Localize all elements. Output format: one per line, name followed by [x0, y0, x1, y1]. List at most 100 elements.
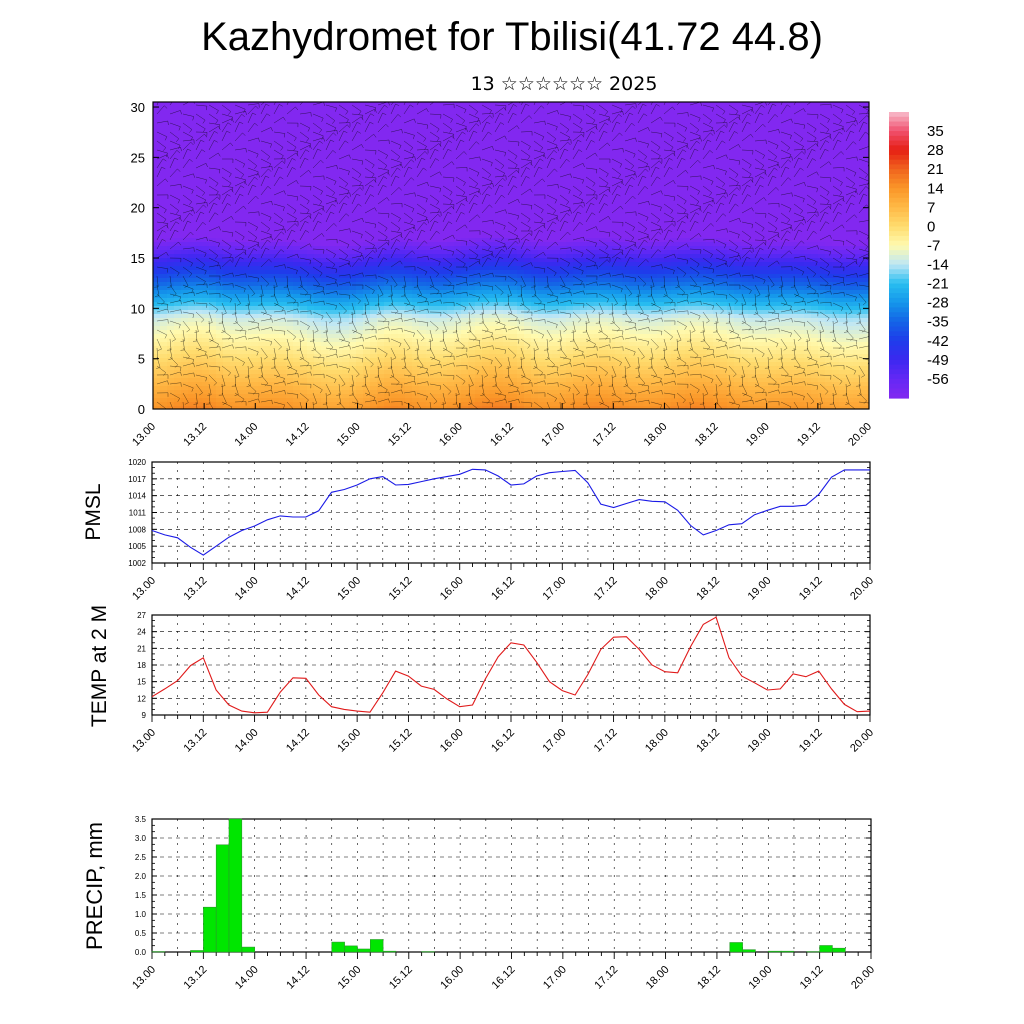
pmsl-time-label: 14.12 [284, 575, 312, 603]
precip-time-label: 16.12 [490, 964, 518, 992]
temp-ytick-label: 24 [137, 628, 146, 637]
pmsl-series-line [151, 468, 870, 556]
pmsl-time-label: 17.00 [540, 575, 568, 603]
section-time-label: 14.12 [284, 421, 312, 449]
section-time-label: 19.12 [795, 421, 823, 449]
colorbar-swatch [889, 378, 909, 385]
precip-time-label: 19.12 [798, 964, 826, 992]
precip-bar [369, 939, 384, 953]
precip-time-label: 17.12 [592, 964, 620, 992]
section-time-label: 16.12 [488, 421, 516, 449]
pmsl-time-label: 19.00 [746, 575, 774, 603]
pmsl-time-label: 14.00 [233, 575, 261, 603]
colorbar-label: -7 [927, 237, 940, 254]
date-subtitle: 13 ☆☆☆☆☆☆ 2025 [470, 73, 658, 95]
precip-ytick-label: 1.5 [135, 891, 147, 900]
colorbar-swatch [889, 393, 909, 399]
precip-time-label: 15.00 [336, 964, 364, 992]
colorbar-label: -42 [927, 333, 949, 350]
pmsl-time-label: 18.12 [694, 575, 722, 603]
precip-bar [228, 818, 243, 953]
precip-time-label: 17.00 [541, 964, 569, 992]
colorbar-swatch [889, 164, 909, 170]
page-title: Kazhydromet for Tbilisi(41.72 44.8) [201, 15, 823, 59]
pmsl-time-label: 13.12 [181, 575, 209, 603]
colorbar-swatch [889, 140, 909, 146]
pmsl-time-label: 16.00 [438, 575, 466, 603]
section-ytick-label: 0 [138, 402, 145, 417]
wind-barbs [153, 102, 869, 409]
temp-time-label: 15.00 [335, 727, 363, 755]
temp-ytick-label: 21 [137, 644, 146, 653]
precip-bar [357, 948, 371, 953]
section-ytick-label: 5 [138, 352, 145, 367]
temp-ytick-label: 9 [142, 711, 147, 720]
temp-time-label: 19.00 [746, 727, 774, 755]
colorbar-swatch [889, 369, 909, 375]
colorbar-swatch [889, 278, 909, 285]
colorbar-swatch [889, 245, 909, 251]
precip-frame [151, 818, 872, 953]
section-time-label: 19.00 [744, 421, 772, 449]
colorbar-swatch [889, 255, 909, 261]
temperature-field [153, 102, 869, 409]
precip-bar [344, 945, 358, 953]
pmsl-ytick-label: 1008 [128, 525, 146, 534]
colorbar-label: -14 [927, 257, 949, 274]
precip-bar [241, 946, 255, 953]
temp-ylabel: TEMP at 2 M [88, 605, 111, 727]
temp-time-label: 13.00 [130, 727, 158, 755]
section-time-label: 15.00 [335, 421, 363, 449]
colorbar-swatch [889, 340, 909, 347]
section-time-label: 13.12 [181, 421, 209, 449]
colorbar-label: 7 [927, 199, 935, 216]
colorbar-swatch [889, 240, 909, 247]
colorbar-label: -56 [927, 371, 949, 388]
precip-ytick-label: 3.5 [135, 815, 147, 824]
colorbar-swatch [889, 193, 909, 199]
colorbar-swatch [889, 336, 909, 342]
colorbar-swatch [889, 212, 909, 218]
temp-ytick-label: 12 [137, 694, 146, 703]
colorbar-swatch [889, 350, 909, 356]
colorbar-swatch [889, 126, 909, 132]
pmsl-ylabel: PMSL [82, 483, 105, 540]
temp-ytick-label: 18 [137, 661, 146, 670]
colorbar-swatch [889, 250, 909, 256]
precip-time-label: 14.12 [284, 964, 312, 992]
colorbar-swatch [889, 231, 909, 237]
colorbar-swatch [889, 235, 909, 242]
section-ytick-label: 15 [131, 251, 145, 266]
precip-time-label: 18.12 [695, 964, 723, 992]
temp-time-label: 18.12 [694, 727, 722, 755]
colorbar-label: 28 [927, 142, 944, 159]
section-time-label: 16.00 [437, 421, 465, 449]
pmsl-ytick-label: 1017 [128, 475, 146, 484]
colorbar-label: 0 [927, 218, 935, 235]
colorbar-swatch [889, 274, 909, 280]
section-time-label: 18.12 [693, 421, 721, 449]
section-time-label: 18.00 [642, 421, 670, 449]
precip-bar [819, 945, 833, 953]
precip-time-label: 19.00 [746, 964, 774, 992]
pmsl-ytick-label: 1005 [128, 542, 146, 551]
colorbar-swatch [889, 307, 909, 313]
colorbar-label: -35 [927, 314, 949, 331]
cross-section-panel: 0 5 10 15 20 25 30 13.00 13.12 14.00 14.12 15.00 15.… [130, 100, 874, 449]
colorbar-swatch [889, 131, 909, 137]
temp-time-label: 15.12 [387, 727, 415, 755]
pmsl-ytick-label: 1020 [128, 458, 146, 467]
precip-bar [780, 950, 795, 953]
colorbar-label: 35 [927, 123, 944, 140]
pmsl-time-label: 18.00 [643, 575, 671, 603]
pmsl-time-label: 16.12 [489, 575, 517, 603]
colorbar-swatch [889, 145, 909, 151]
precip-time-label: 15.12 [387, 964, 415, 992]
colorbar-swatch [889, 259, 909, 266]
precip-bar [832, 947, 846, 953]
pmsl-ytick-label: 1002 [128, 559, 146, 568]
section-time-label: 14.00 [232, 421, 260, 449]
colorbar-swatch [889, 383, 909, 390]
colorbar-swatch [889, 388, 909, 394]
